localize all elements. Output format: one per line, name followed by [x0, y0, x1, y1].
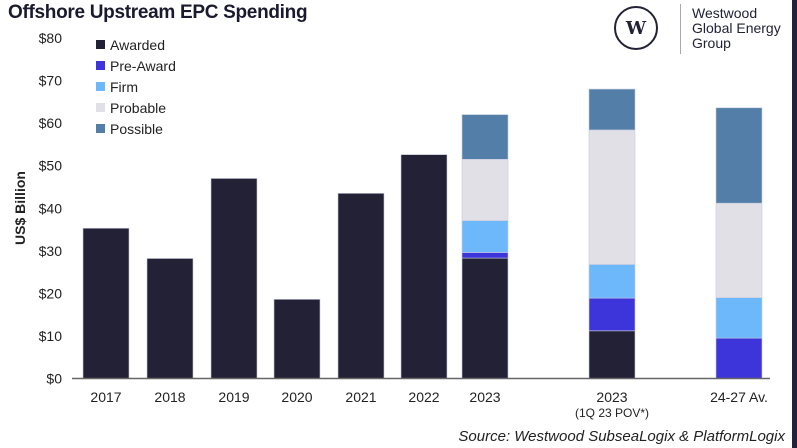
y-tick-label: $80 — [39, 30, 63, 46]
window-edge — [792, 0, 797, 448]
y-axis-label: US$ Billion — [12, 171, 28, 245]
legend-label: Possible — [110, 121, 163, 137]
bar-segment-firm — [715, 297, 763, 339]
legend-swatch — [96, 82, 105, 91]
bar-segment-awarded — [337, 193, 385, 379]
legend-swatch — [96, 40, 105, 49]
bar-segment-pre-award — [588, 297, 636, 332]
chart-title: Offshore Upstream EPC Spending — [8, 2, 308, 23]
legend-label: Awarded — [110, 37, 165, 53]
logo-mark-icon: W — [614, 6, 658, 50]
y-tick-label: $40 — [39, 200, 63, 216]
x-tick-label: 2017 — [90, 389, 121, 405]
x-tick-sublabel: (1Q 23 POV*) — [575, 406, 649, 420]
westwood-logo: W Westwood Global Energy Group — [612, 4, 792, 54]
bar-segment-possible — [461, 114, 509, 160]
bar-segment-awarded — [82, 227, 130, 379]
y-tick-label: $10 — [39, 328, 63, 344]
bar-segment-awarded — [146, 258, 194, 379]
bar-segment-possible — [588, 88, 636, 131]
x-tick-label: 2020 — [281, 389, 312, 405]
logo-line2: Global Energy — [692, 20, 781, 36]
bar-segment-pre-award — [715, 337, 763, 379]
logo-divider — [680, 4, 681, 54]
x-tick-label: 2019 — [218, 389, 249, 405]
legend-label: Probable — [110, 100, 166, 116]
logo-line1: Westwood — [692, 5, 758, 21]
bar-segment-possible — [715, 107, 763, 204]
source-note: Source: Westwood SubseaLogix & PlatformL… — [458, 428, 785, 445]
y-tick-label: $50 — [39, 158, 63, 174]
y-tick-label: $60 — [39, 115, 63, 131]
logo-line3: Group — [692, 35, 731, 51]
x-tick-label: 2023 — [469, 389, 500, 405]
x-tick-label: 24-27 Av. — [710, 389, 768, 405]
bar-segment-awarded — [461, 257, 509, 379]
y-tick-label: $70 — [39, 73, 63, 89]
x-tick-label: 2022 — [408, 389, 439, 405]
bar-segment-pre-award — [461, 252, 509, 259]
x-tick-label: 2021 — [345, 389, 376, 405]
bar-segment-firm — [588, 264, 636, 299]
legend-label: Pre-Award — [110, 58, 176, 74]
bar-segment-awarded — [210, 178, 258, 379]
legend-label: Firm — [110, 79, 138, 95]
x-tick-label: 2018 — [154, 389, 185, 405]
x-tick-label: 2023 — [596, 389, 627, 405]
bar-segment-probable — [715, 202, 763, 298]
y-tick-label: $30 — [39, 243, 63, 259]
bar-segment-probable — [588, 129, 636, 265]
bar-segment-firm — [461, 220, 509, 253]
y-tick-label: $0 — [46, 371, 62, 387]
legend-swatch — [96, 103, 105, 112]
y-tick-label: $20 — [39, 285, 63, 301]
legend-swatch — [96, 61, 105, 70]
logo-text: Westwood Global Energy Group — [692, 6, 781, 51]
bar-segment-probable — [461, 159, 509, 221]
bar-segment-awarded — [400, 154, 448, 379]
bar-segment-awarded — [588, 330, 636, 379]
legend-swatch — [96, 124, 105, 133]
bar-segment-awarded — [273, 299, 321, 379]
